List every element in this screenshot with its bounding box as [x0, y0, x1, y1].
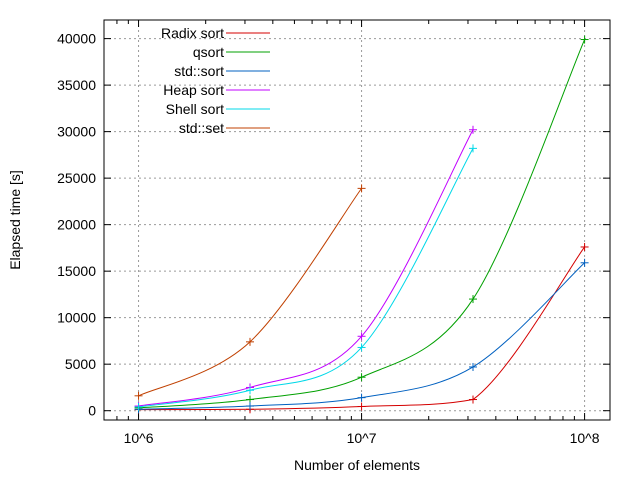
y-tick-label: 10000	[57, 310, 96, 326]
data-point-radix-sort	[580, 242, 589, 251]
data-point-std-sort	[245, 402, 254, 411]
data-point-radix-sort	[357, 402, 366, 411]
y-tick-label: 40000	[57, 31, 96, 47]
legend-label-std-set: std::set	[179, 120, 224, 136]
data-point-std-sort	[469, 362, 478, 371]
data-point-shell-sort	[245, 386, 254, 395]
data-point-heap-sort	[469, 125, 478, 134]
legend-label-heap-sort: Heap sort	[163, 82, 224, 98]
data-point-shell-sort	[469, 144, 478, 153]
data-point-qsort	[469, 295, 478, 304]
y-tick-label: 20000	[57, 217, 96, 233]
series-line-radix-sort	[138, 246, 585, 411]
data-point-shell-sort	[134, 402, 143, 411]
legend-label-shell-sort: Shell sort	[166, 101, 224, 117]
data-point-std-set	[134, 391, 143, 400]
data-point-std-sort	[580, 258, 589, 267]
data-point-qsort	[357, 373, 366, 382]
y-tick-label: 30000	[57, 124, 96, 140]
x-axis-title: Number of elements	[294, 457, 420, 473]
series-line-shell-sort	[138, 148, 474, 408]
series-line-qsort	[138, 39, 586, 409]
legend-label-std-sort: std::sort	[174, 63, 224, 79]
data-point-std-set	[245, 337, 254, 346]
plot-frame	[103, 19, 611, 421]
y-tick-label: 5000	[65, 356, 96, 372]
legend-label-qsort: qsort	[193, 44, 224, 60]
x-tick-label: 10^6	[124, 430, 154, 446]
x-tick-label: 10^7	[347, 430, 377, 446]
data-point-std-set	[357, 184, 366, 193]
series-line-heap-sort	[138, 129, 474, 407]
series-line-std-set	[138, 188, 362, 397]
y-tick-label: 35000	[57, 77, 96, 93]
data-point-std-sort	[357, 393, 366, 402]
data-point-qsort	[580, 35, 589, 44]
data-point-heap-sort	[357, 332, 366, 341]
x-tick-label: 10^8	[570, 430, 600, 446]
y-tick-label: 25000	[57, 170, 96, 186]
y-axis-title: Elapsed time [s]	[7, 170, 23, 270]
y-tick-label: 15000	[57, 263, 96, 279]
data-point-radix-sort	[469, 395, 478, 404]
legend-label-radix-sort: Radix sort	[161, 25, 224, 41]
y-tick-label: 0	[88, 403, 96, 419]
data-point-shell-sort	[357, 343, 366, 352]
